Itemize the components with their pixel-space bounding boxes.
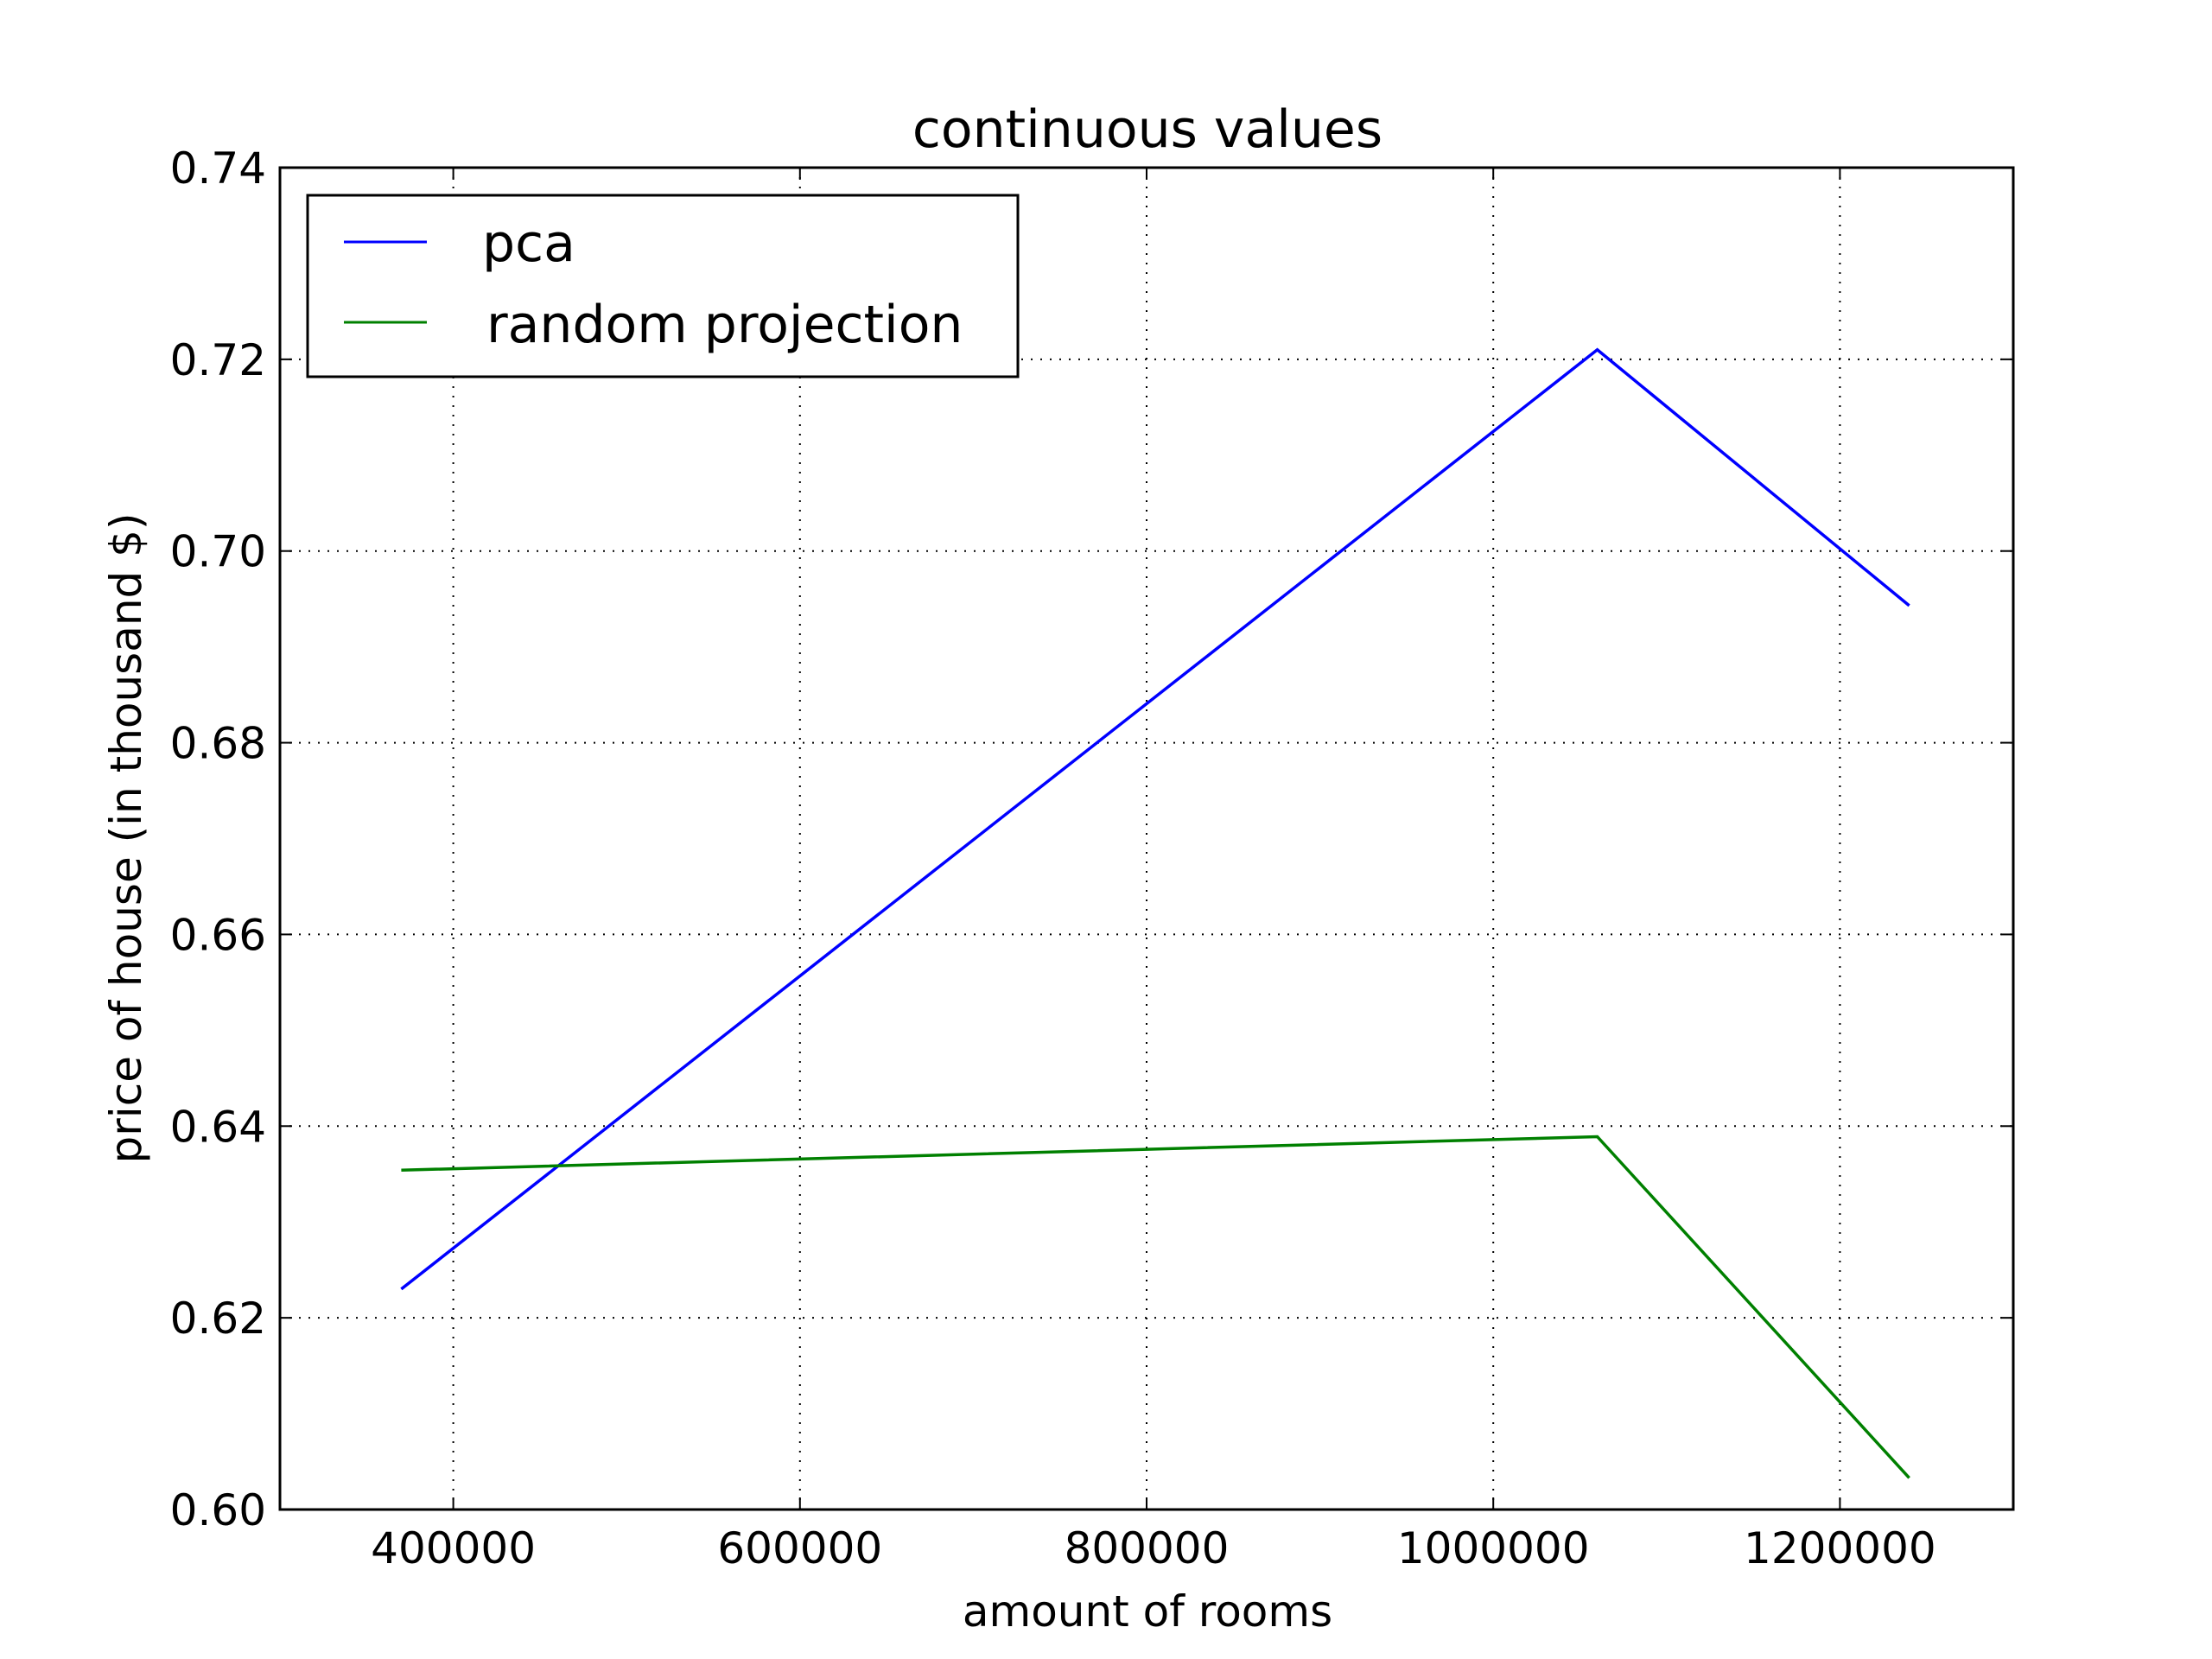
y-tick-label: 0.60 <box>170 1485 266 1535</box>
y-axis-label: price of house (in thousand $) <box>101 513 151 1164</box>
y-tick-label: 0.64 <box>170 1102 266 1152</box>
x-tick-label: 400000 <box>371 1523 536 1573</box>
legend-box <box>306 194 1020 378</box>
x-tick-label: 1000000 <box>1397 1523 1590 1573</box>
ticks <box>280 167 2013 1510</box>
y-tick-label: 0.62 <box>170 1294 266 1344</box>
y-tick-label: 0.68 <box>170 719 266 769</box>
y-tick-label: 0.74 <box>170 143 266 194</box>
y-tick-label: 0.72 <box>170 335 266 385</box>
x-tick-labels: 400000 600000 800000 1000000 1200000 <box>371 1523 1936 1573</box>
y-tick-label: 0.70 <box>170 527 266 577</box>
x-axis-label: amount of rooms <box>963 1586 1332 1637</box>
chart-title: continuous values <box>912 99 1382 160</box>
legend-label-pca: pca <box>482 213 575 274</box>
series-line-random-projection <box>401 1135 1910 1479</box>
x-tick-label: 600000 <box>717 1523 882 1573</box>
series-line-pca <box>400 347 1910 1291</box>
x-tick-label: 800000 <box>1065 1523 1230 1573</box>
y-tick-labels: 0.60 0.62 0.64 0.66 0.68 0.70 0.72 0.74 <box>170 143 266 1535</box>
y-tick-label: 0.66 <box>170 910 266 960</box>
legend: pca random projection <box>306 194 1020 378</box>
x-tick-label: 1200000 <box>1744 1523 1936 1573</box>
series-lines <box>400 347 1910 1479</box>
legend-label-random-projection: random projection <box>486 295 963 355</box>
